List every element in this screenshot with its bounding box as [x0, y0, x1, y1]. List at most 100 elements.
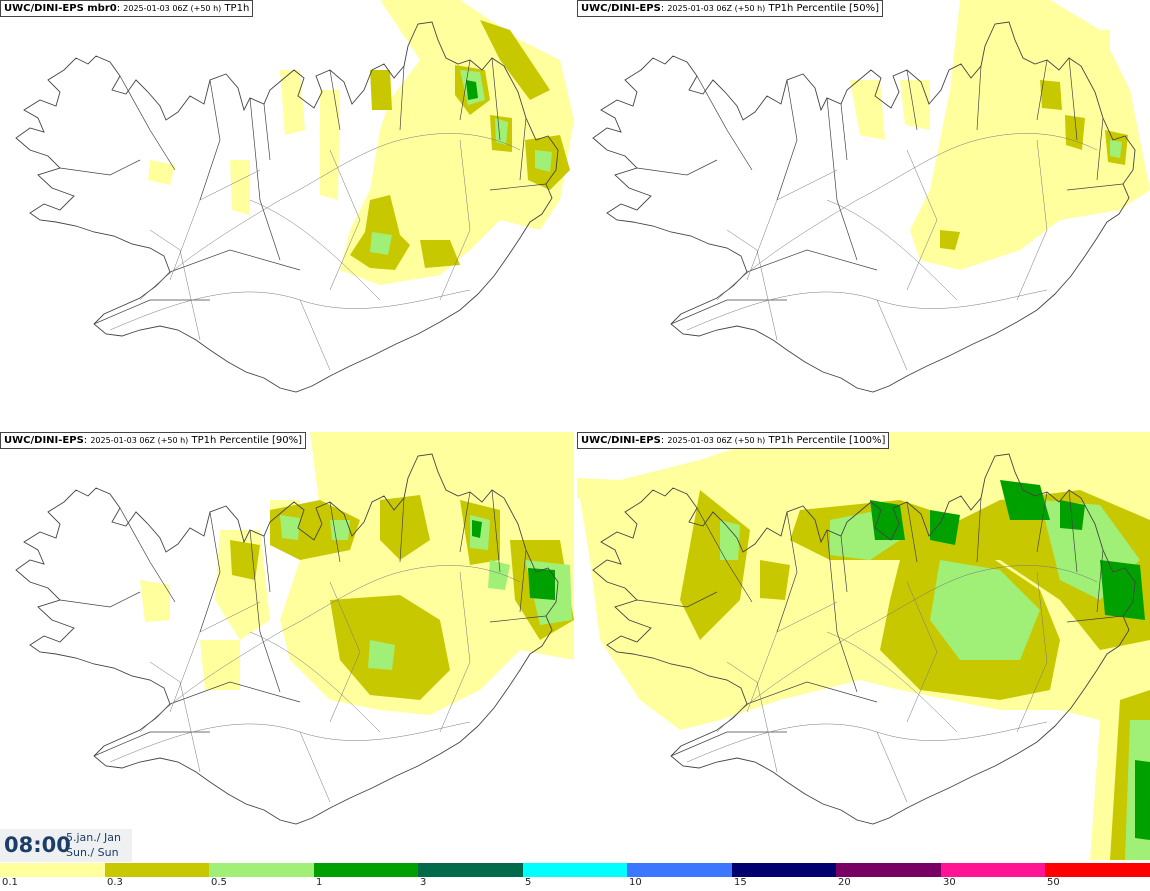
boundary-line [1066, 615, 1124, 623]
road-line [1016, 139, 1048, 301]
precip-area-c1 [148, 160, 175, 185]
map-svg [15, 432, 574, 825]
road-line [249, 631, 381, 733]
road-line [149, 661, 201, 773]
boundary-line [329, 69, 341, 131]
boundary-line [746, 249, 878, 273]
legend-swatch [731, 863, 837, 877]
iceland-outline [15, 21, 559, 393]
road-line [726, 661, 778, 773]
precip-area-c4 [1135, 760, 1150, 840]
panel-field: TP1h Percentile [50%] [768, 3, 880, 14]
boundary-line [636, 159, 718, 176]
map-panel-p50: UWC/DINI-EPS: 2025-01-03 06Z (+50 h) TP1… [577, 0, 1150, 429]
valid-date: 5.jan./ Jan [66, 831, 121, 844]
panel-title: UWC/DINI-EPS: 2025-01-03 06Z (+50 h) TP1… [577, 0, 884, 17]
legend-tick-label: 0.5 [211, 877, 227, 888]
map-panel-member0: UWC/DINI-EPS mbr0: 2025-01-03 06Z (+50 h… [0, 0, 574, 429]
road-line [746, 169, 838, 281]
map-panel-p90: UWC/DINI-EPS: 2025-01-03 06Z (+50 h) TP1… [0, 432, 574, 861]
precip-area-c1 [200, 640, 240, 690]
precip-area-c1 [1090, 30, 1110, 70]
legend-swatch [313, 863, 419, 877]
legend-tick-label: 0.1 [2, 877, 18, 888]
precip-area-c2 [1065, 115, 1085, 150]
iceland-outline [592, 21, 1136, 393]
road-line [169, 601, 261, 713]
coastline [15, 21, 559, 393]
precip-area-c1 [140, 580, 170, 622]
panel-title: UWC/DINI-EPS: 2025-01-03 06Z (+50 h) TP1… [0, 432, 307, 449]
road-line [746, 601, 838, 713]
boundary-line [169, 681, 301, 705]
legend-tick-label: 10 [629, 877, 642, 888]
boundary-line [459, 491, 471, 553]
road-line [249, 199, 381, 301]
valid-time-box: 08:00 5.jan./ Jan Sun./ Sun [0, 829, 132, 862]
road-line [686, 721, 1048, 763]
road-line [876, 299, 908, 371]
road-line [726, 229, 778, 341]
precip-area-c3 [1110, 140, 1122, 158]
boundary-line [826, 97, 858, 261]
boundary-line [491, 489, 501, 573]
panel-run: 2025-01-03 06Z (+50 h) [123, 4, 222, 13]
boundary-line [93, 299, 210, 325]
precip-area-c3 [330, 520, 350, 540]
road-line [329, 149, 361, 291]
legend-tick-label: 0.3 [107, 877, 123, 888]
precip-area-c3 [368, 640, 395, 670]
boundary-line [399, 65, 405, 131]
boundary-line [459, 59, 471, 121]
legend-swatch [0, 863, 105, 877]
boundary-line [696, 75, 753, 171]
legend-swatch [836, 863, 941, 877]
valid-time-clock: 08:00 [4, 833, 71, 857]
precip-area-c3 [370, 232, 392, 255]
road-line [716, 565, 1098, 733]
boundary-line [59, 591, 141, 608]
boundary-line [746, 681, 878, 705]
coastline [592, 453, 1136, 825]
legend-tick-label: 50 [1047, 877, 1060, 888]
precip-area-c4 [1060, 500, 1085, 530]
precip-area-c2 [420, 240, 460, 268]
precip-area-c3 [535, 150, 552, 172]
boundary-line [249, 529, 281, 693]
coastline [15, 453, 559, 825]
precip-area-c2 [480, 20, 550, 100]
road-line [139, 133, 521, 301]
boundary-line [906, 501, 918, 563]
boundary-line [840, 535, 848, 593]
panel-model: UWC/DINI-EPS [581, 435, 661, 446]
boundary-line [1066, 183, 1124, 191]
legend-swatch [104, 863, 210, 877]
panel-title: UWC/DINI-EPS mbr0: 2025-01-03 06Z (+50 h… [0, 0, 254, 17]
boundary-line [826, 529, 858, 693]
precip-color-legend: 0.1 0.3 0.5 1 3 5 10 15 20 30 50 [0, 862, 1150, 891]
boundary-line [119, 507, 176, 603]
boundary-line [489, 615, 547, 623]
panel-field: TP1h Percentile [90%] [191, 435, 303, 446]
road-line [299, 731, 331, 803]
road-line [906, 581, 938, 723]
boundary-line [199, 79, 221, 201]
iceland-outline [15, 453, 559, 825]
boundary-line [1068, 57, 1078, 141]
precipitation-field [577, 432, 1150, 860]
road-line [109, 721, 471, 763]
coastline [592, 21, 1136, 393]
panel-model: UWC/DINI-EPS [4, 435, 84, 446]
precip-area-c4 [1000, 480, 1050, 520]
map-panel-p100: UWC/DINI-EPS: 2025-01-03 06Z (+50 h) TP1… [577, 432, 1150, 861]
legend-swatch [627, 863, 732, 877]
boundary-line [976, 497, 982, 563]
precip-area-c2 [230, 540, 260, 580]
precip-area-c4 [930, 510, 960, 545]
boundary-line [670, 731, 787, 757]
precip-area-c4 [472, 520, 482, 538]
boundary-line [1036, 59, 1048, 121]
boundary-line [1036, 491, 1048, 553]
road-line [299, 299, 331, 371]
road-line [439, 139, 471, 301]
